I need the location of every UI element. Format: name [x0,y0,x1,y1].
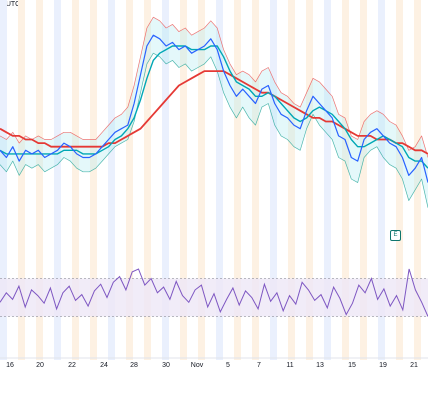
session-stripe [252,0,259,360]
x-tick-label: 20 [36,362,44,369]
session-stripe [216,0,223,360]
session-stripe [396,0,403,360]
session-stripe [72,0,79,360]
session-stripe [270,0,277,360]
x-tick-label: 19 [379,362,387,369]
session-stripe [360,0,367,360]
rsi-line [0,268,428,317]
session-stripe [90,0,97,360]
session-stripe [180,0,187,360]
x-tick-label: 11 [286,362,293,369]
ma-short-line [0,45,428,169]
event-marker[interactable]: E [390,230,401,241]
band-fill [0,17,428,208]
session-stripe [306,0,313,360]
ma-long-line [0,70,428,155]
x-tick-label: 30 [162,362,170,369]
session-stripe [198,0,205,360]
session-stripe [18,0,25,360]
session-stripe [378,0,385,360]
session-stripe [54,0,61,360]
x-axis: 16 20 22 24 28 30 Nov 5 7 11 13 15 19 21 [0,357,428,369]
session-stripe [144,0,151,360]
rsi-pane [0,268,428,317]
session-stripe [126,0,133,360]
session-stripe [0,0,7,360]
session-stripe [108,0,115,360]
x-tick-label: 24 [100,362,108,369]
x-tick-label: 22 [68,362,76,369]
x-tick-label: 13 [316,362,324,369]
x-tick-label: Nov [191,362,204,369]
x-tick-label: 16 [6,362,14,369]
x-tick-label: 5 [226,362,230,369]
session-stripe [36,0,43,360]
session-stripe [162,0,169,360]
x-tick-label: 7 [257,362,261,369]
x-tick-label: 21 [410,362,418,369]
band-upper-line [0,16,428,158]
session-stripe [234,0,241,360]
x-tick-label: 15 [348,362,356,369]
session-stripe [342,0,349,360]
session-stripe [324,0,331,360]
price-line [0,34,428,183]
session-stripe [288,0,295,360]
header-timezone: 0 UTC [0,1,21,8]
rsi-band-fill [0,278,428,317]
x-tick-label: 28 [130,362,138,369]
band-lower-line [0,52,428,208]
session-stripe [414,0,421,360]
session-stripes [0,0,421,360]
price-pane [0,16,428,208]
